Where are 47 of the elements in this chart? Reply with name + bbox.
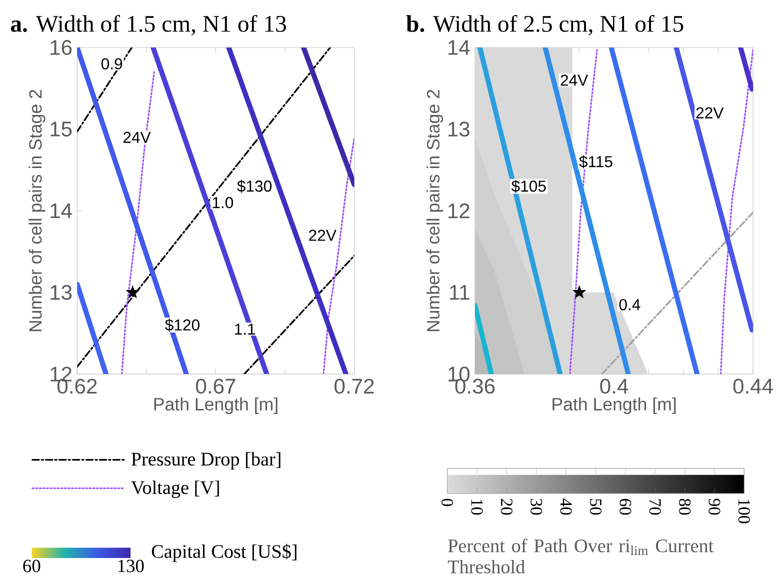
x-axis-title: Path Length [m] bbox=[552, 397, 676, 414]
x-tick-label: 0.4 bbox=[600, 378, 628, 394]
x-tick-label: 0.44 bbox=[733, 378, 773, 394]
annotation: 1.1 bbox=[235, 324, 256, 335]
annotation: $105 bbox=[511, 180, 546, 193]
color-bar-label: 50 bbox=[590, 499, 602, 515]
annotation: 0.9 bbox=[101, 58, 122, 70]
color-bar-label: 130 bbox=[118, 560, 144, 572]
color-bar-label: 80 bbox=[679, 498, 691, 515]
color-bar-label: 40 bbox=[560, 498, 572, 515]
color-bar-label: 100 bbox=[738, 500, 750, 524]
color-bar-title: Capital Cost [US$] bbox=[152, 544, 296, 562]
y-tick-label: 16 bbox=[50, 40, 72, 56]
y-axis-title: Number of cell pairs in Stage 2 bbox=[426, 90, 444, 332]
y-axis-title: Number of cell pairs in Stage 2 bbox=[28, 90, 46, 332]
color-bar-label: 0 bbox=[442, 498, 454, 506]
chart-title: a. Width of 1.5 cm, N1 of 13 bbox=[10, 14, 286, 36]
y-tick-label: 14 bbox=[448, 40, 470, 55]
y-tick-label: 11 bbox=[450, 285, 470, 300]
annotation: 22V bbox=[696, 107, 724, 118]
annotation: 24V bbox=[560, 74, 588, 86]
annotation: 1.0 bbox=[212, 197, 234, 208]
annotation: 22V bbox=[309, 230, 336, 241]
x-tick-label: 0.67 bbox=[196, 378, 236, 394]
x-tick-label: 0.72 bbox=[334, 378, 374, 394]
y-tick-label: 13 bbox=[50, 284, 72, 300]
legend-label: Pressure Drop [bar] bbox=[131, 452, 280, 470]
y-tick-label: 13 bbox=[448, 122, 470, 137]
color-bar-label: 20 bbox=[500, 498, 512, 515]
color-bar-label: 60 bbox=[23, 560, 40, 572]
annotation: $115 bbox=[579, 155, 612, 168]
color-bar-label: 10 bbox=[471, 500, 483, 515]
x-axis-title: Path Length [m] bbox=[154, 397, 278, 414]
annotation: $120 bbox=[165, 318, 200, 332]
color-bar-label: 60 bbox=[620, 498, 632, 515]
color-bar-label: 90 bbox=[708, 498, 720, 515]
y-tick-label: 15 bbox=[50, 122, 72, 137]
annotation: $130 bbox=[237, 180, 272, 193]
annotation: 24V bbox=[123, 132, 151, 143]
legend-label: Voltage [V] bbox=[131, 480, 219, 498]
color-bar-label: 70 bbox=[649, 499, 661, 515]
color-bar-label: 30 bbox=[530, 499, 542, 515]
text: Percent of Path Over ri$_{lim}$ Current Threshold bbox=[448, 538, 714, 574]
y-tick-label: 12 bbox=[448, 203, 470, 218]
annotation: 0.4 bbox=[619, 299, 640, 310]
y-tick-label: 14 bbox=[50, 204, 72, 218]
chart-title: b. Width of 2.5 cm, N1 of 15 bbox=[406, 14, 684, 36]
